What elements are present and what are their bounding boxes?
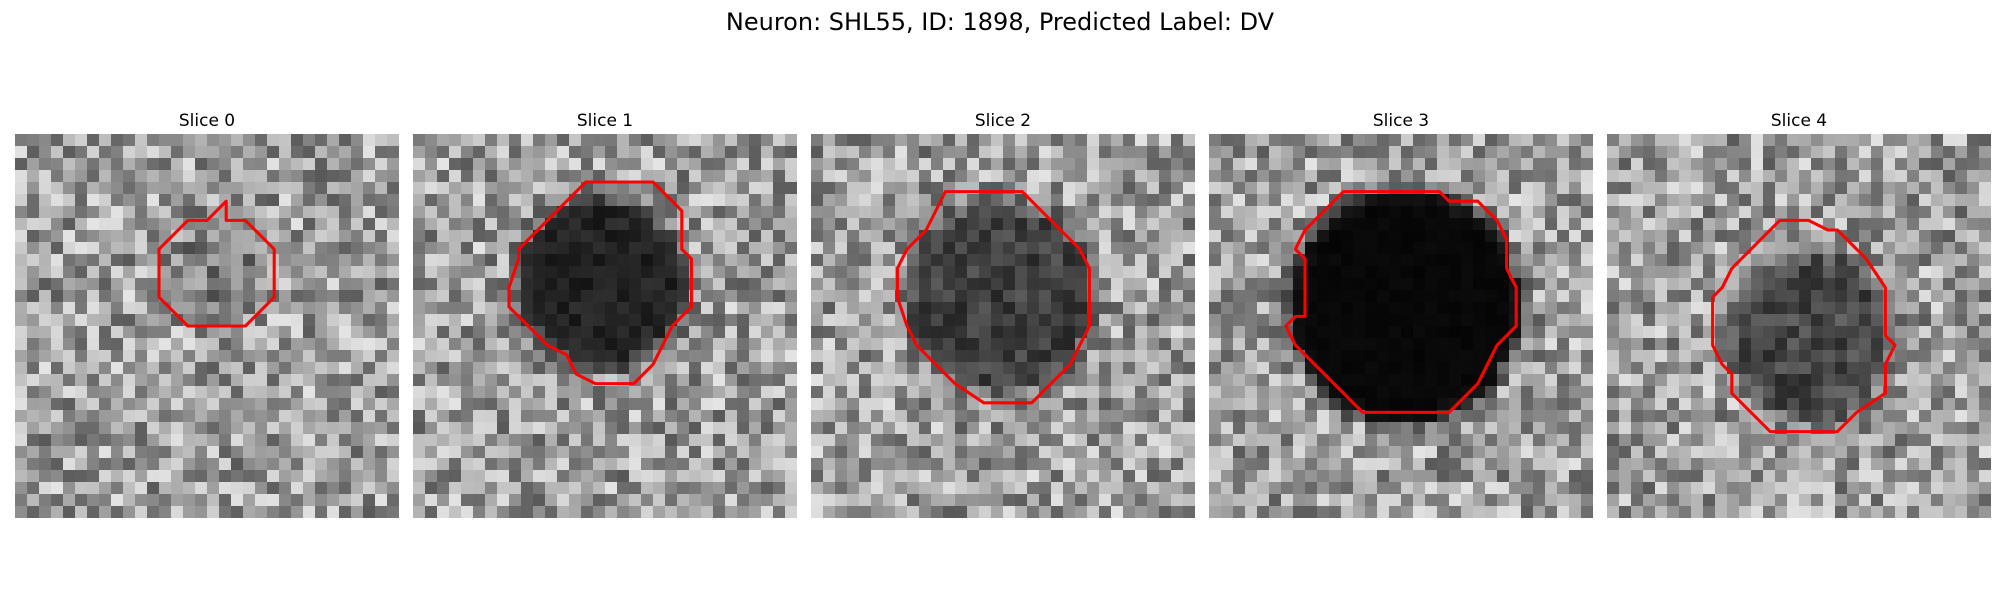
slice-image-4 [1607, 134, 1991, 518]
roi-contour-3 [1284, 190, 1518, 414]
figure-title: Neuron: SHL55, ID: 1898, Predicted Label… [725, 8, 1275, 36]
slice-panel-4: Slice 4 [1607, 108, 1991, 518]
roi-contour-1 [507, 180, 693, 386]
slice-panel-3: Slice 3 [1209, 108, 1593, 518]
roi-contour-2 [895, 190, 1091, 405]
slice-image-2 [811, 134, 1195, 518]
slice-image-3 [1209, 134, 1593, 518]
slice-panel-0: Slice 0 [15, 108, 399, 518]
slice-title-4: Slice 4 [1770, 111, 1828, 131]
roi-contour-0 [157, 199, 276, 328]
slice-panel-1: Slice 1 [413, 108, 797, 518]
slice-title-2: Slice 2 [974, 111, 1032, 131]
slice-title-3: Slice 3 [1372, 111, 1430, 131]
slice-title-0: Slice 0 [178, 111, 236, 131]
slice-panel-2: Slice 2 [811, 108, 1195, 518]
slice-image-0 [15, 134, 399, 518]
slice-title-1: Slice 1 [576, 111, 634, 131]
roi-contour-4 [1711, 218, 1897, 434]
slice-image-1 [413, 134, 797, 518]
